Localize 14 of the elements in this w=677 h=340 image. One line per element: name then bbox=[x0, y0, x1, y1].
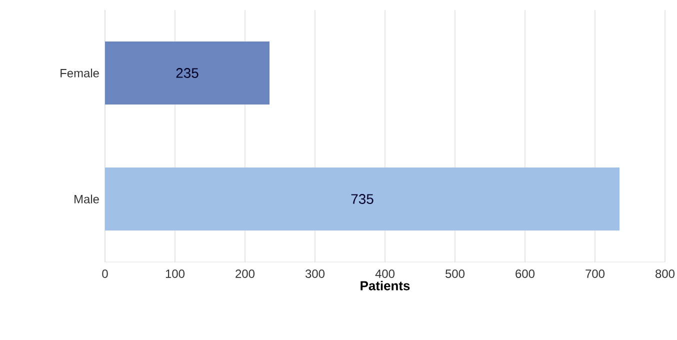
x-tick-label: 0 bbox=[102, 270, 108, 278]
x-tick-label: 100 bbox=[166, 270, 185, 278]
x-tick-label: 700 bbox=[586, 270, 605, 278]
x-axis-title: Patients bbox=[360, 280, 410, 290]
x-tick-label: 400 bbox=[375, 270, 395, 278]
data-label: 735 bbox=[351, 194, 374, 204]
data-label: 235 bbox=[176, 68, 198, 78]
y-tick-label: Female bbox=[60, 68, 99, 78]
x-tick-label: 800 bbox=[656, 270, 675, 278]
x-tick-label: 500 bbox=[446, 270, 465, 278]
x-tick-label: 600 bbox=[516, 270, 535, 278]
x-tick-label: 300 bbox=[305, 270, 325, 278]
y-tick-label: Male bbox=[74, 194, 99, 204]
x-tick-label: 200 bbox=[236, 270, 255, 278]
